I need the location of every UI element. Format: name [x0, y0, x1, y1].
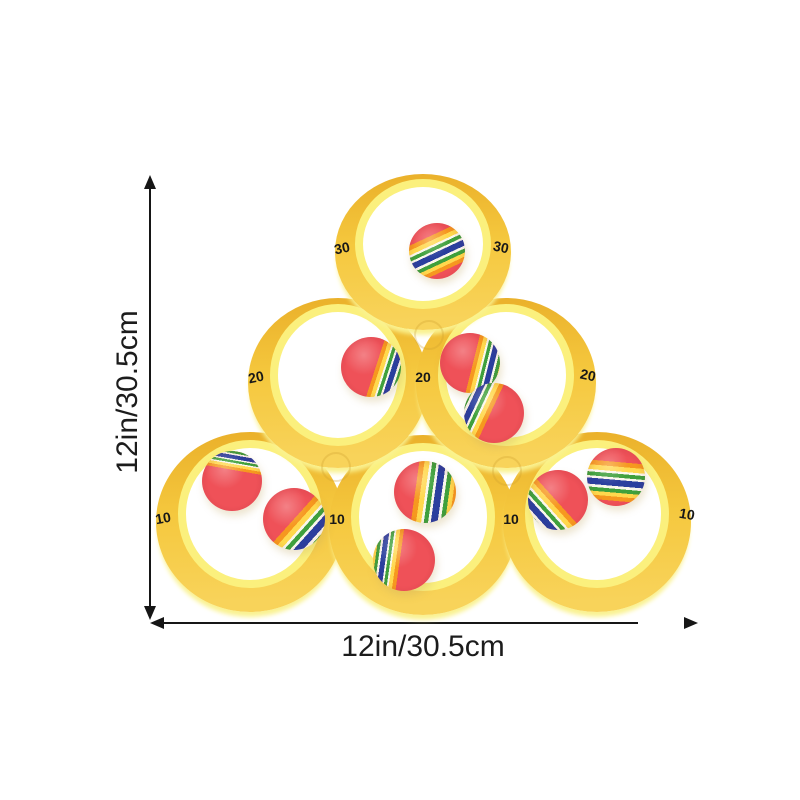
horizontal-dimension-line [162, 622, 638, 624]
mold-mark [414, 320, 444, 350]
arrow-up-icon [144, 175, 156, 189]
arrow-right-icon [684, 617, 698, 629]
rainbow-foam-ball [373, 529, 435, 591]
ring-score-label: 10 [329, 511, 345, 527]
mold-mark [492, 456, 522, 486]
ring-score-label: 10 [503, 511, 519, 527]
rainbow-foam-ball [528, 470, 588, 530]
vertical-dimension-line [149, 186, 151, 610]
horizontal-dimension-label: 12in/30.5cm [341, 630, 505, 663]
rainbow-foam-ball [464, 383, 524, 443]
rainbow-foam-ball [202, 451, 262, 511]
ring-score-label: 20 [415, 369, 431, 385]
arrow-down-icon [144, 606, 156, 620]
mold-mark [321, 452, 351, 482]
rainbow-foam-ball [341, 337, 401, 397]
ring-top [335, 174, 511, 330]
rainbow-foam-ball [394, 461, 456, 523]
rainbow-foam-ball [409, 223, 465, 279]
arrow-left-icon [150, 617, 164, 629]
rainbow-foam-ball [263, 488, 325, 550]
rainbow-foam-ball [587, 448, 645, 506]
